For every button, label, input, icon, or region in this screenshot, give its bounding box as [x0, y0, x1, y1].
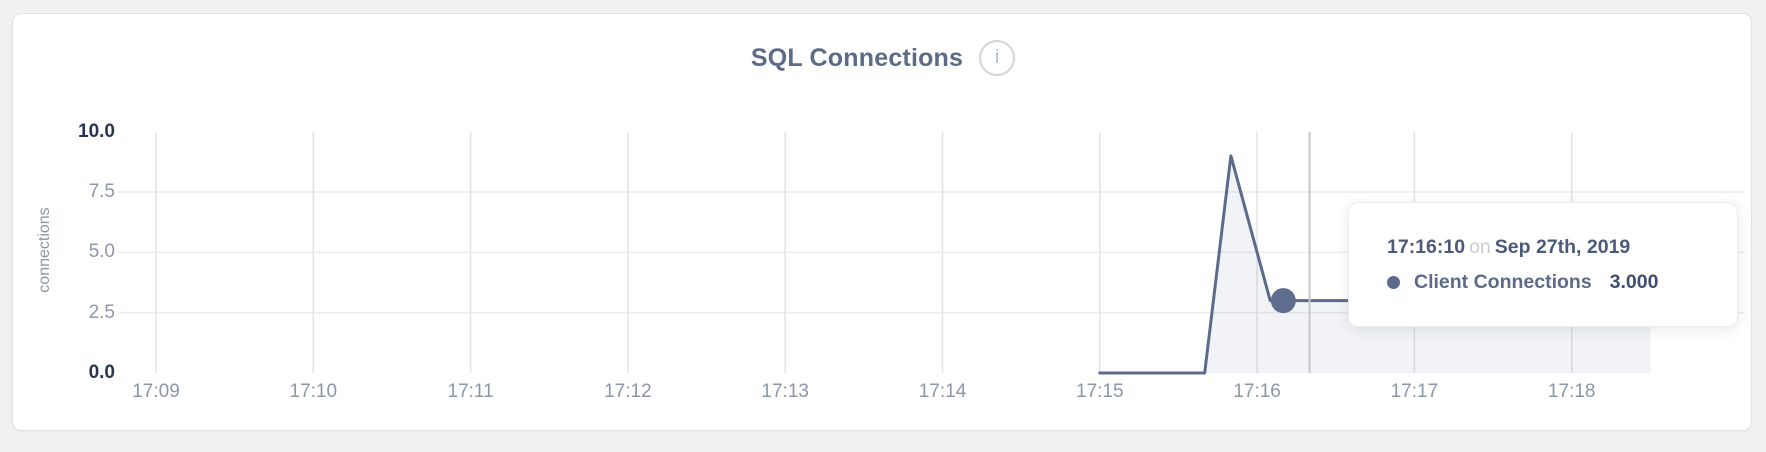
x-tick-label: 17:11 [447, 381, 494, 402]
tooltip-connector: on [1469, 236, 1491, 258]
tooltip-date: Sep 27th, 2019 [1494, 236, 1631, 258]
chart-header: SQL Connections i [0, 34, 1766, 82]
x-tick-label: 17:09 [132, 381, 180, 402]
y-tick-label: 5.0 [88, 241, 115, 263]
x-tick-label: 17:16 [1233, 381, 1281, 402]
y-tick-label: 7.5 [88, 181, 115, 203]
tooltip-time: 17:16:10 [1387, 236, 1466, 258]
x-tick-label: 17:17 [1390, 381, 1439, 402]
tooltip-series-name: Client Connections [1414, 271, 1592, 293]
tooltip-series-value: 3.000 [1609, 271, 1659, 293]
hover-tooltip: 17:16:10 on Sep 27th, 2019 Client Connecti… [1348, 202, 1738, 327]
x-tick-label: 17:12 [604, 381, 652, 402]
x-tick-label: 17:15 [1076, 381, 1124, 402]
tooltip-timestamp: 17:16:10 on Sep 27th, 2019 [1387, 230, 1717, 264]
x-tick-label: 17:10 [289, 381, 338, 402]
y-tick-label: 10.0 [78, 120, 115, 142]
hover-point-dot [1270, 288, 1296, 314]
x-tick-label: 17:14 [918, 381, 967, 402]
info-icon[interactable]: i [979, 40, 1016, 76]
y-tick-label: 0.0 [88, 362, 115, 383]
y-tick-label: 2.5 [88, 301, 115, 323]
x-tick-label: 17:18 [1547, 381, 1596, 402]
series-marker-dot [1387, 275, 1400, 289]
page-title: SQL Connections [750, 43, 964, 72]
x-tick-label: 17:13 [761, 381, 809, 402]
tooltip-series-row: Client Connections 3.000 [1387, 264, 1717, 300]
